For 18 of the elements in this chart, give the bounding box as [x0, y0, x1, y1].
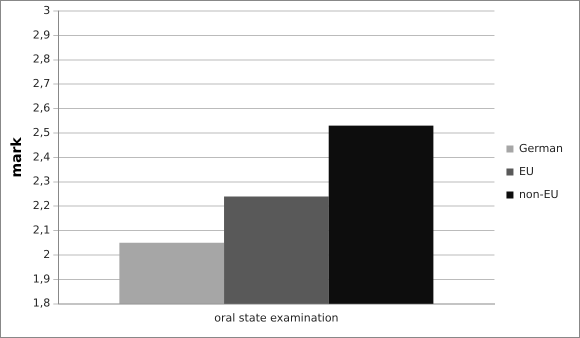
y-tick-label: 3 [43, 4, 50, 17]
legend-label: German [518, 142, 564, 155]
y-tick-label: 2,7 [32, 77, 50, 90]
y-tick-label: 1,9 [32, 272, 50, 286]
y-tick-label: 2,9 [32, 28, 50, 42]
y-tick-label: 1,8 [32, 296, 50, 310]
y-tick-label: 2,6 [32, 101, 50, 114]
y-tick-label: 2,3 [32, 174, 50, 188]
y-axis-title: mark [9, 136, 26, 178]
legend-label: non-EU [518, 188, 559, 201]
y-tick-label: 2,8 [32, 52, 50, 66]
legend-label: EU [518, 164, 534, 178]
y-tick-label: 2,5 [32, 126, 50, 139]
x-tick-label: oral state examination [214, 311, 339, 324]
y-tick-label: 2,4 [32, 150, 50, 164]
y-tick-label: 2 [43, 248, 50, 261]
y-tick-label: 2,2 [32, 199, 50, 212]
y-tick-label: 2,1 [32, 223, 50, 236]
